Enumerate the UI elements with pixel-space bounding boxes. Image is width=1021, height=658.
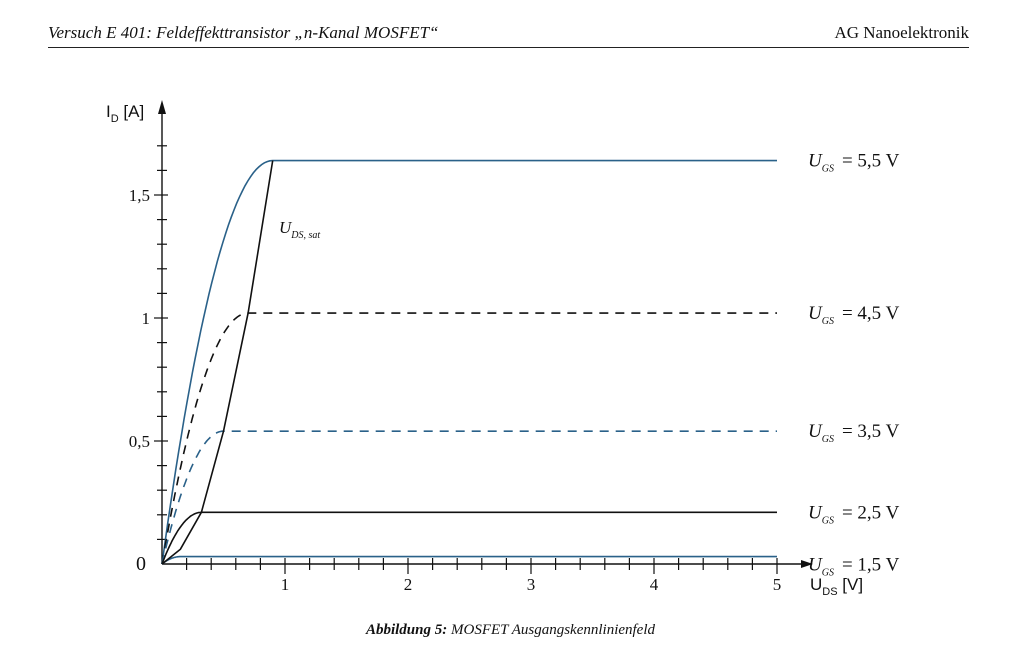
y-tick-label: 1 <box>142 309 151 328</box>
header-divider <box>48 47 969 48</box>
caption-text: MOSFET Ausgangskennlinienfeld <box>447 622 656 638</box>
figure-caption: Abbildung 5: MOSFET Ausgangskennlinienfe… <box>0 622 1021 639</box>
x-tick-label: 1 <box>281 575 290 594</box>
saturation-boundary-label: UDS, sat <box>279 218 320 241</box>
y-axis-arrow <box>158 100 166 114</box>
series-line <box>161 430 777 565</box>
x-tick-label: 2 <box>404 575 413 594</box>
series-line <box>161 555 777 565</box>
y-tick-label: 0,5 <box>129 432 150 451</box>
header-group-name: AG Nanoelektronik <box>834 23 969 42</box>
x-axis-arrow <box>801 560 813 568</box>
y-tick-label: 1,5 <box>129 186 150 205</box>
series-line <box>161 312 777 565</box>
series-line <box>161 511 777 565</box>
series-line <box>161 159 777 565</box>
series-label: UGS = 2,5 V <box>808 502 900 526</box>
y-axis-label: ID [A] <box>106 102 144 125</box>
saturation-boundary <box>161 160 274 565</box>
x-tick-label: 3 <box>527 575 536 594</box>
header-title: Versuch E 401: Feldeffekttransistor „n-K… <box>48 23 439 42</box>
x-tick-label: 5 <box>773 575 782 594</box>
series-label: UGS = 3,5 V <box>808 421 900 445</box>
y-tick-label: 0 <box>136 553 146 575</box>
x-tick-label: 4 <box>650 575 659 594</box>
caption-label: Abbildung 5: <box>365 622 448 638</box>
x-axis-label: UDS [V] <box>810 575 863 598</box>
series-label: UGS = 5,5 V <box>808 151 900 175</box>
series-label: UGS = 4,5 V <box>808 303 900 327</box>
series-label: UGS = 1,5 V <box>808 555 900 579</box>
